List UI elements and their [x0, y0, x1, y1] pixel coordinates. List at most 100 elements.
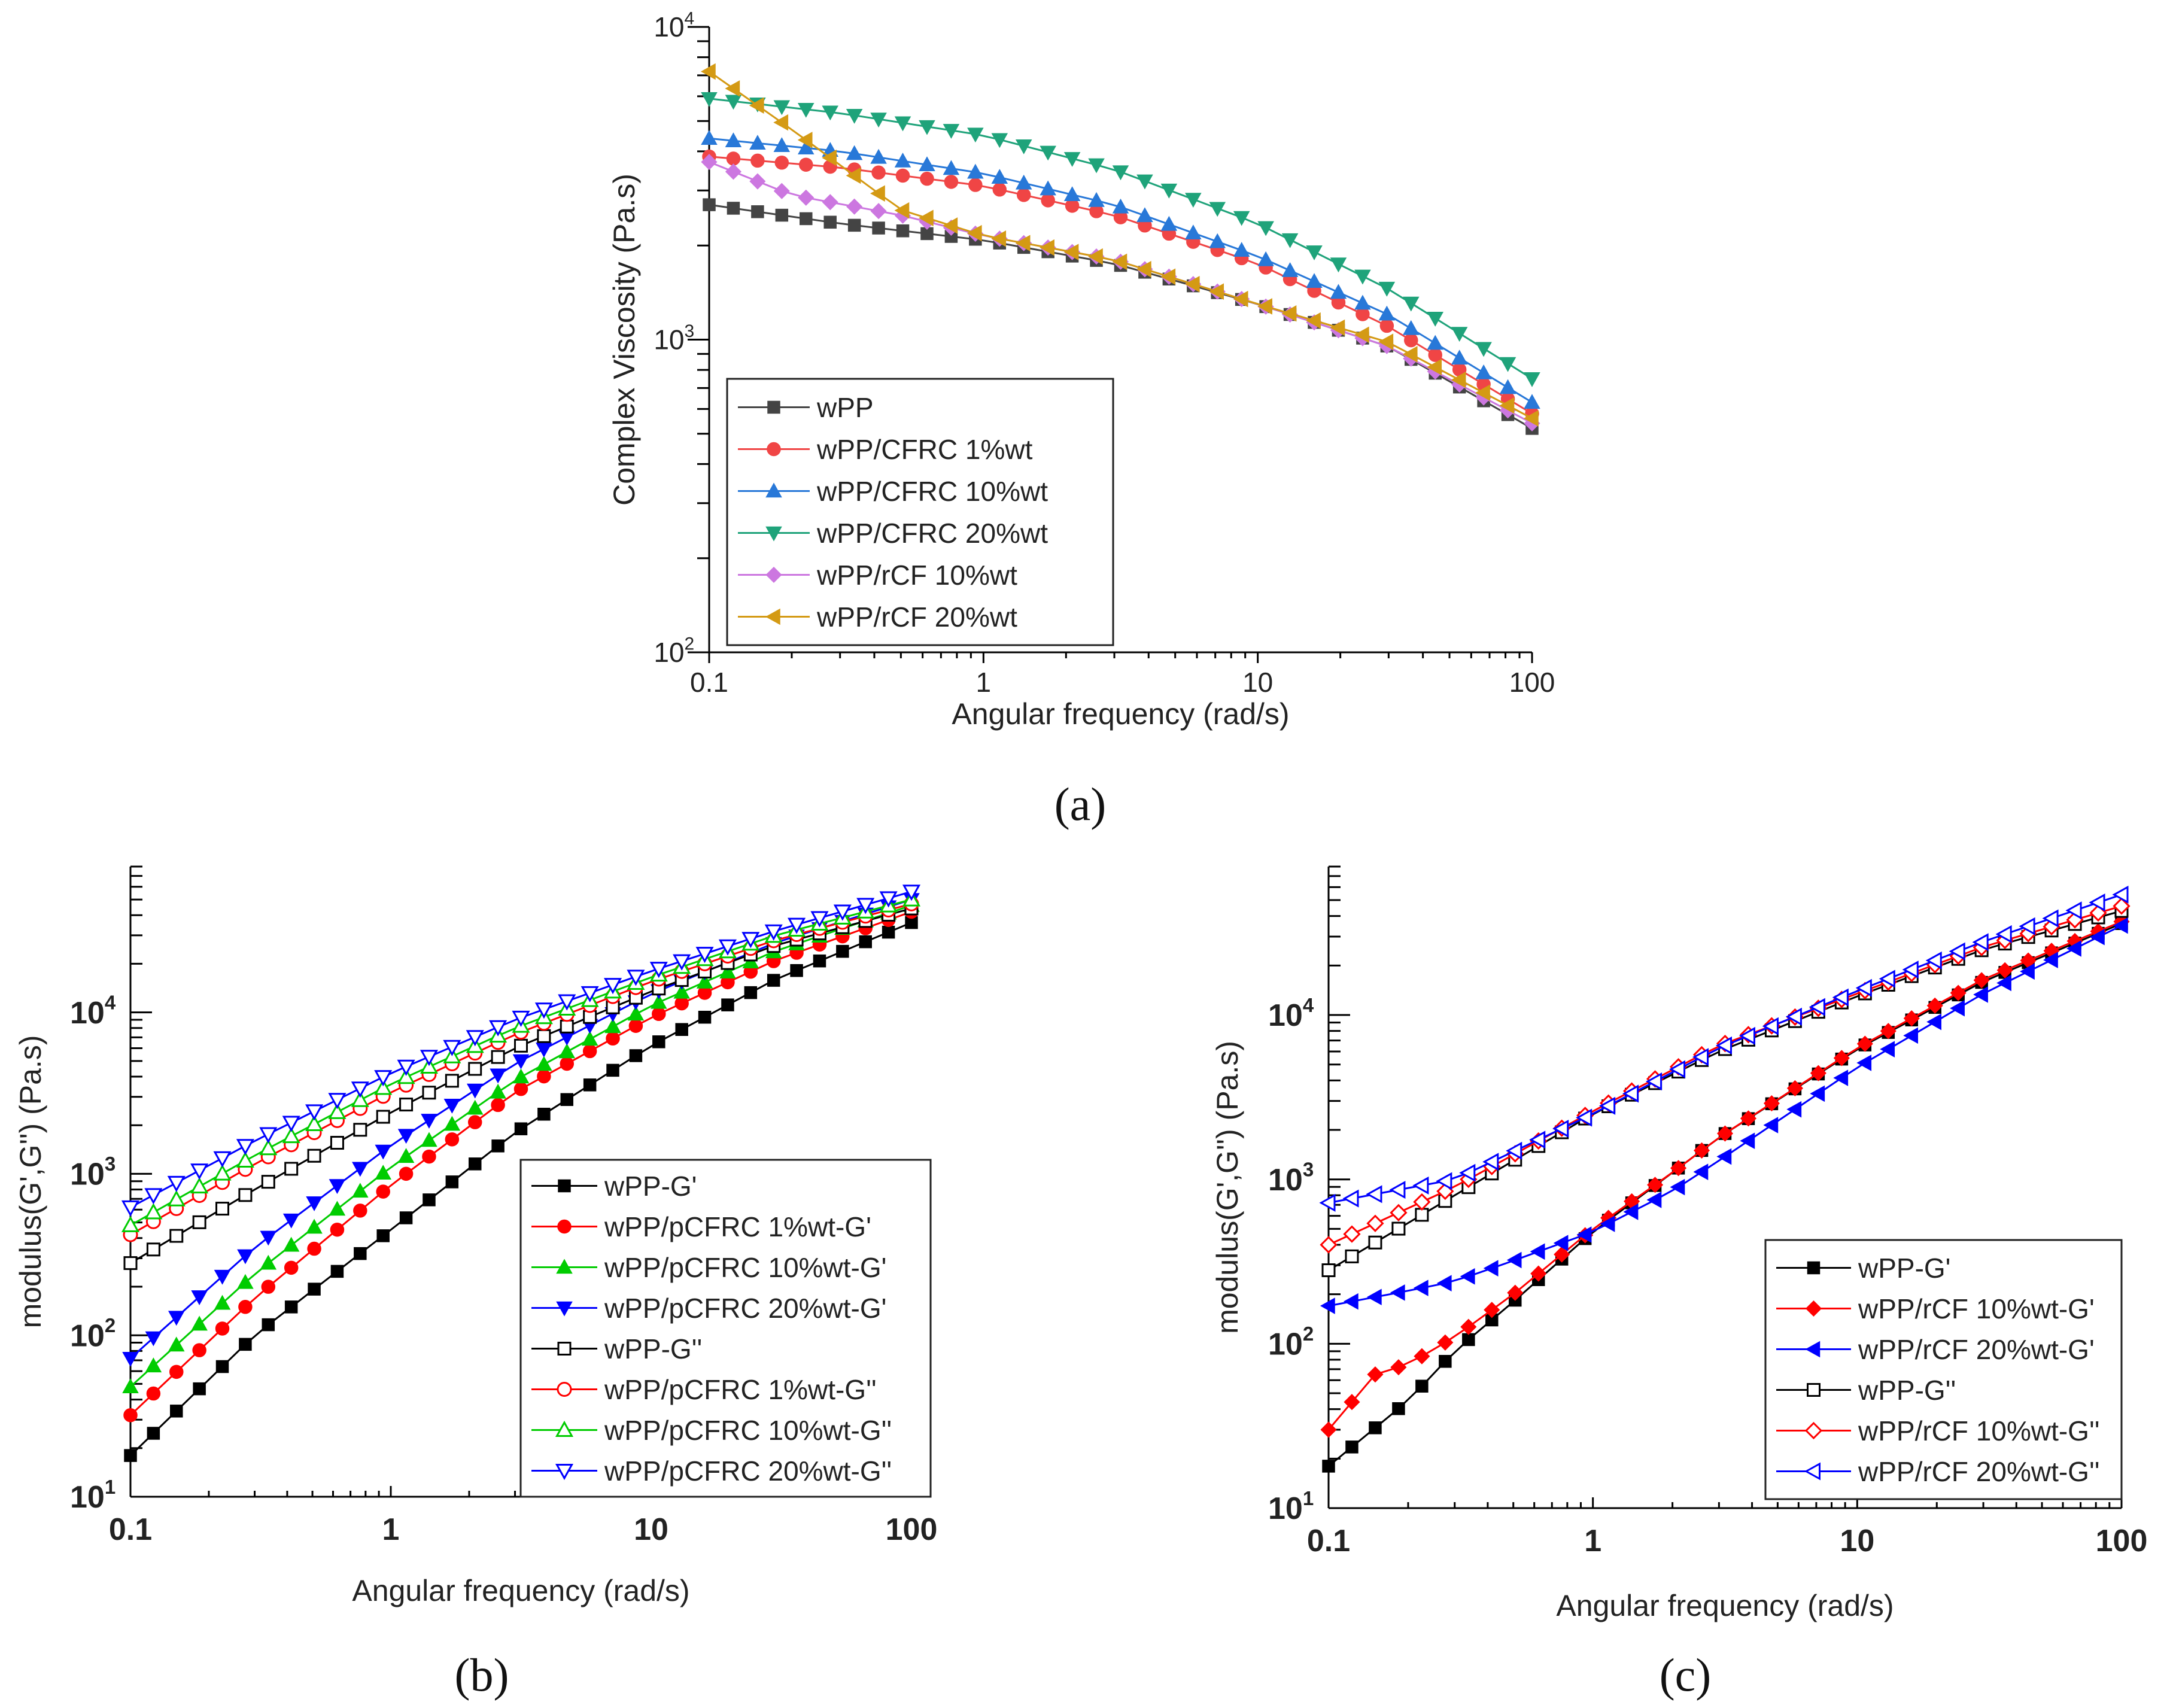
data-point	[1389, 1181, 1406, 1199]
x-tick-label: 100	[886, 1512, 938, 1547]
data-point	[902, 885, 921, 901]
data-point	[397, 1059, 415, 1076]
legend-item: wPP	[738, 392, 874, 423]
y-tick-label-base: 10	[1268, 1491, 1303, 1526]
legend-label: wPP/pCFRC 20%wt-G'	[604, 1293, 886, 1324]
data-point	[537, 1108, 551, 1121]
legend-item: wPP/pCFRC 20%wt-G''	[531, 1455, 892, 1487]
data-point	[261, 1175, 275, 1189]
data-point	[836, 944, 849, 958]
legend-item: wPP-G''	[531, 1333, 702, 1364]
legend-label: wPP/rCF 20%wt	[816, 601, 1017, 633]
series-4	[701, 92, 1540, 387]
series-2	[1320, 913, 2130, 1438]
data-point	[1345, 1249, 1359, 1263]
data-point	[1160, 183, 1178, 199]
data-point	[1088, 158, 1105, 174]
data-point	[466, 1099, 484, 1115]
data-point	[308, 1282, 321, 1296]
data-point	[1600, 1215, 1615, 1232]
data-point	[352, 1162, 369, 1177]
data-point	[1427, 312, 1444, 327]
data-point	[122, 1378, 139, 1393]
data-point	[1524, 394, 1540, 409]
data-point	[1972, 933, 1989, 952]
data-point	[260, 1254, 277, 1270]
data-point	[284, 1162, 299, 1176]
legend-label: wPP-G''	[604, 1333, 702, 1364]
data-point	[1233, 242, 1250, 257]
data-point	[856, 898, 875, 914]
data-point	[1065, 199, 1080, 213]
data-point	[468, 1157, 482, 1171]
data-point	[822, 105, 838, 121]
data-point	[1233, 211, 1250, 226]
data-point	[749, 135, 766, 150]
data-point	[1330, 284, 1347, 299]
data-point	[192, 1343, 206, 1357]
legend-marker	[765, 526, 782, 542]
data-point	[328, 1102, 347, 1119]
data-point	[238, 1300, 253, 1314]
data-point	[1855, 978, 1872, 997]
data-point	[1185, 224, 1202, 240]
data-point	[1063, 244, 1079, 260]
legend-label: wPP/rCF 20%wt-G'	[1858, 1334, 2095, 1365]
legend-box	[726, 378, 1114, 646]
data-point	[262, 1318, 275, 1332]
legend-label: wPP/pCFRC 1%wt-G''	[604, 1374, 877, 1405]
legend-item: wPP/rCF 10%wt	[738, 560, 1017, 591]
data-point	[352, 1183, 369, 1198]
data-point	[652, 1007, 666, 1022]
legend-item: wPP/pCFRC 10%wt-G'	[531, 1252, 886, 1283]
legend-label: wPP/rCF 10%wt-G''	[1858, 1415, 2100, 1446]
data-point	[1903, 1010, 1920, 1027]
data-point	[1368, 1235, 1382, 1250]
data-point	[1412, 1176, 1429, 1195]
data-point	[1403, 320, 1420, 335]
data-point	[422, 1149, 436, 1164]
data-point	[1160, 215, 1178, 231]
data-point	[1996, 962, 2013, 978]
data-point	[991, 230, 1007, 247]
legend-item: wPP/rCF 20%wt-G''	[1776, 1456, 2100, 1487]
data-point	[968, 178, 983, 192]
data-point	[1856, 1054, 1872, 1071]
data-point	[191, 1315, 208, 1331]
data-point	[536, 1056, 552, 1071]
data-point	[1645, 1072, 1663, 1091]
data-point	[797, 132, 813, 148]
legend-label: wPP-G'	[1858, 1253, 1950, 1284]
data-point	[1439, 1355, 1452, 1368]
data-point	[191, 1290, 208, 1305]
data-point	[1462, 1333, 1475, 1347]
data-point	[445, 1175, 459, 1189]
data-point	[1716, 1125, 1734, 1142]
legend-marker	[765, 566, 782, 583]
data-point	[190, 1177, 209, 1194]
data-point	[282, 1236, 300, 1252]
data-point	[237, 1274, 254, 1289]
series-line	[709, 71, 1533, 420]
data-point	[1809, 998, 1825, 1016]
data-point	[1184, 275, 1200, 293]
data-point	[397, 1129, 415, 1144]
data-point	[1693, 1163, 1709, 1180]
data-point	[215, 1202, 230, 1216]
data-point	[606, 1063, 619, 1077]
data-point	[376, 1229, 390, 1242]
data-point	[1320, 1421, 1337, 1438]
legend-marker	[765, 608, 780, 625]
data-point	[725, 80, 740, 97]
data-point	[376, 1110, 390, 1124]
data-point	[1414, 1348, 1430, 1364]
data-point	[536, 1043, 552, 1057]
data-point	[700, 63, 716, 80]
data-point	[147, 1427, 160, 1440]
data-point	[422, 1086, 436, 1100]
data-point	[467, 1115, 482, 1129]
data-point	[872, 221, 885, 235]
data-point	[1506, 1251, 1522, 1269]
data-point	[284, 1260, 299, 1275]
